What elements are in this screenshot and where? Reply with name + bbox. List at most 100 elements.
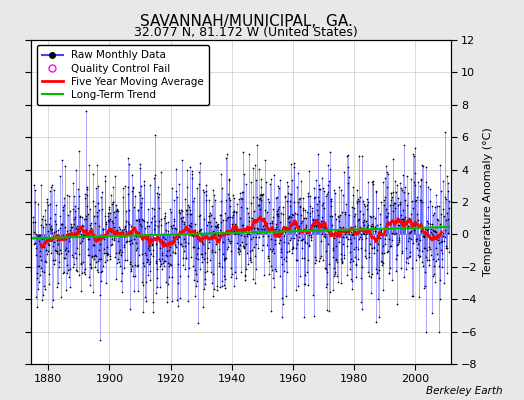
Point	[434, 232, 443, 239]
Point	[345, 235, 354, 242]
Point	[239, 243, 247, 249]
Point	[32, 304, 41, 310]
Point	[390, 178, 399, 184]
Point	[195, 228, 203, 234]
Point	[376, 231, 384, 237]
Point	[190, 244, 199, 251]
Point	[395, 235, 403, 241]
Point	[260, 218, 269, 224]
Point	[402, 259, 410, 266]
Point	[286, 202, 294, 209]
Point	[261, 221, 270, 227]
Point	[42, 247, 50, 254]
Point	[294, 170, 302, 176]
Point	[66, 284, 74, 290]
Point	[238, 189, 247, 195]
Point	[326, 212, 334, 219]
Point	[41, 285, 50, 292]
Point	[130, 193, 139, 200]
Point	[289, 245, 297, 252]
Point	[341, 231, 350, 237]
Point	[250, 162, 259, 168]
Point	[300, 281, 309, 288]
Point	[184, 202, 192, 208]
Point	[378, 178, 387, 185]
Point	[215, 260, 223, 266]
Point	[374, 241, 383, 248]
Point	[172, 166, 180, 172]
Point	[204, 212, 213, 219]
Point	[43, 251, 51, 258]
Point	[148, 242, 157, 249]
Point	[154, 223, 162, 230]
Point	[51, 247, 60, 253]
Point	[228, 221, 236, 228]
Point	[157, 222, 166, 228]
Point	[287, 214, 295, 221]
Point	[169, 234, 178, 240]
Point	[414, 179, 422, 186]
Point	[408, 221, 416, 228]
Point	[173, 236, 181, 242]
Point	[335, 239, 344, 246]
Point	[160, 212, 169, 219]
Point	[187, 220, 195, 226]
Point	[381, 163, 390, 169]
Point	[299, 195, 307, 202]
Point	[329, 287, 337, 293]
Point	[179, 236, 188, 242]
Point	[320, 224, 329, 230]
Point	[137, 250, 146, 257]
Point	[110, 237, 118, 243]
Point	[205, 238, 213, 245]
Point	[86, 265, 95, 272]
Point	[60, 254, 68, 261]
Point	[388, 230, 396, 236]
Point	[404, 238, 412, 244]
Point	[119, 242, 128, 248]
Point	[339, 241, 347, 248]
Point	[353, 187, 361, 194]
Point	[78, 237, 86, 244]
Point	[234, 245, 243, 252]
Point	[363, 206, 371, 212]
Point	[249, 165, 257, 172]
Point	[214, 236, 222, 242]
Point	[171, 244, 180, 250]
Point	[330, 273, 338, 280]
Point	[74, 186, 82, 193]
Point	[416, 253, 424, 259]
Point	[290, 234, 298, 241]
Point	[94, 258, 102, 264]
Point	[318, 230, 326, 237]
Point	[224, 177, 233, 183]
Point	[368, 271, 376, 278]
Point	[398, 186, 407, 193]
Point	[69, 206, 77, 212]
Point	[419, 285, 428, 291]
Point	[202, 191, 210, 198]
Point	[407, 176, 416, 182]
Point	[439, 178, 447, 184]
Point	[289, 244, 298, 250]
Point	[77, 231, 85, 238]
Point	[151, 260, 160, 266]
Point	[366, 213, 375, 220]
Point	[326, 166, 335, 172]
Point	[136, 222, 145, 229]
Point	[419, 263, 427, 270]
Point	[143, 255, 151, 262]
Point	[31, 245, 40, 252]
Point	[135, 216, 143, 222]
Point	[213, 287, 221, 293]
Point	[279, 224, 287, 231]
Point	[420, 234, 428, 240]
Point	[217, 278, 226, 284]
Point	[317, 222, 325, 228]
Point	[296, 194, 304, 201]
Point	[192, 255, 201, 262]
Point	[337, 258, 346, 264]
Point	[274, 212, 282, 219]
Point	[367, 223, 375, 230]
Point	[270, 266, 279, 272]
